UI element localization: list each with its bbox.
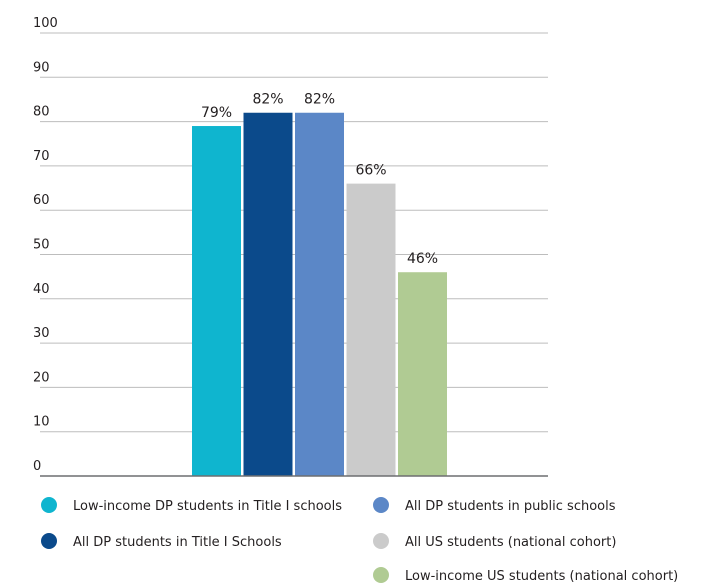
legend: Low-income DP students in Title I school… (41, 497, 678, 584)
legend-label: All DP students in public schools (405, 499, 616, 514)
legend-swatch (373, 497, 389, 513)
legend-swatch (373, 533, 389, 549)
legend-item-2: All DP students in Title I Schools (41, 533, 282, 550)
y-tick-label: 70 (33, 149, 50, 164)
bar-1 (192, 126, 241, 476)
y-tick-label: 30 (33, 326, 50, 341)
bar-5 (398, 272, 447, 476)
y-tick-label: 100 (33, 16, 58, 31)
legend-label: All DP students in Title I Schools (73, 535, 282, 550)
bars (192, 112, 447, 477)
y-tick-label: 20 (33, 370, 50, 385)
y-tick-label: 60 (33, 193, 50, 208)
legend-label: Low-income US students (national cohort) (405, 569, 678, 584)
y-tick-label: 40 (33, 282, 50, 297)
gridlines (40, 32, 548, 433)
legend-swatch (41, 497, 57, 513)
legend-swatch (41, 533, 57, 549)
legend-item-5: Low-income US students (national cohort) (373, 567, 678, 584)
data-labels: 79% 82% 82% 66% 46% (201, 92, 438, 267)
data-label-3: 82% (304, 92, 335, 108)
y-tick-label: 10 (33, 415, 50, 430)
y-tick-label: 50 (33, 238, 50, 253)
data-label-5: 46% (407, 251, 438, 267)
bar-2 (243, 112, 293, 477)
bar-4 (346, 183, 396, 476)
legend-label: Low-income DP students in Title I school… (73, 499, 342, 514)
legend-label: All US students (national cohort) (405, 535, 616, 550)
data-label-2: 82% (252, 92, 283, 108)
legend-item-3: All DP students in public schools (373, 497, 616, 514)
legend-swatch (373, 567, 389, 583)
data-label-4: 66% (355, 163, 386, 179)
y-tick-label: 0 (33, 459, 41, 474)
y-tick-label: 80 (33, 105, 50, 120)
y-tick-label: 90 (33, 60, 50, 75)
legend-item-1: Low-income DP students in Title I school… (41, 497, 342, 514)
bar-3 (295, 112, 344, 477)
legend-item-4: All US students (national cohort) (373, 533, 616, 550)
data-label-1: 79% (201, 105, 232, 121)
y-axis-tick-labels: 0 10 20 30 40 50 60 70 80 90 100 (33, 16, 58, 474)
